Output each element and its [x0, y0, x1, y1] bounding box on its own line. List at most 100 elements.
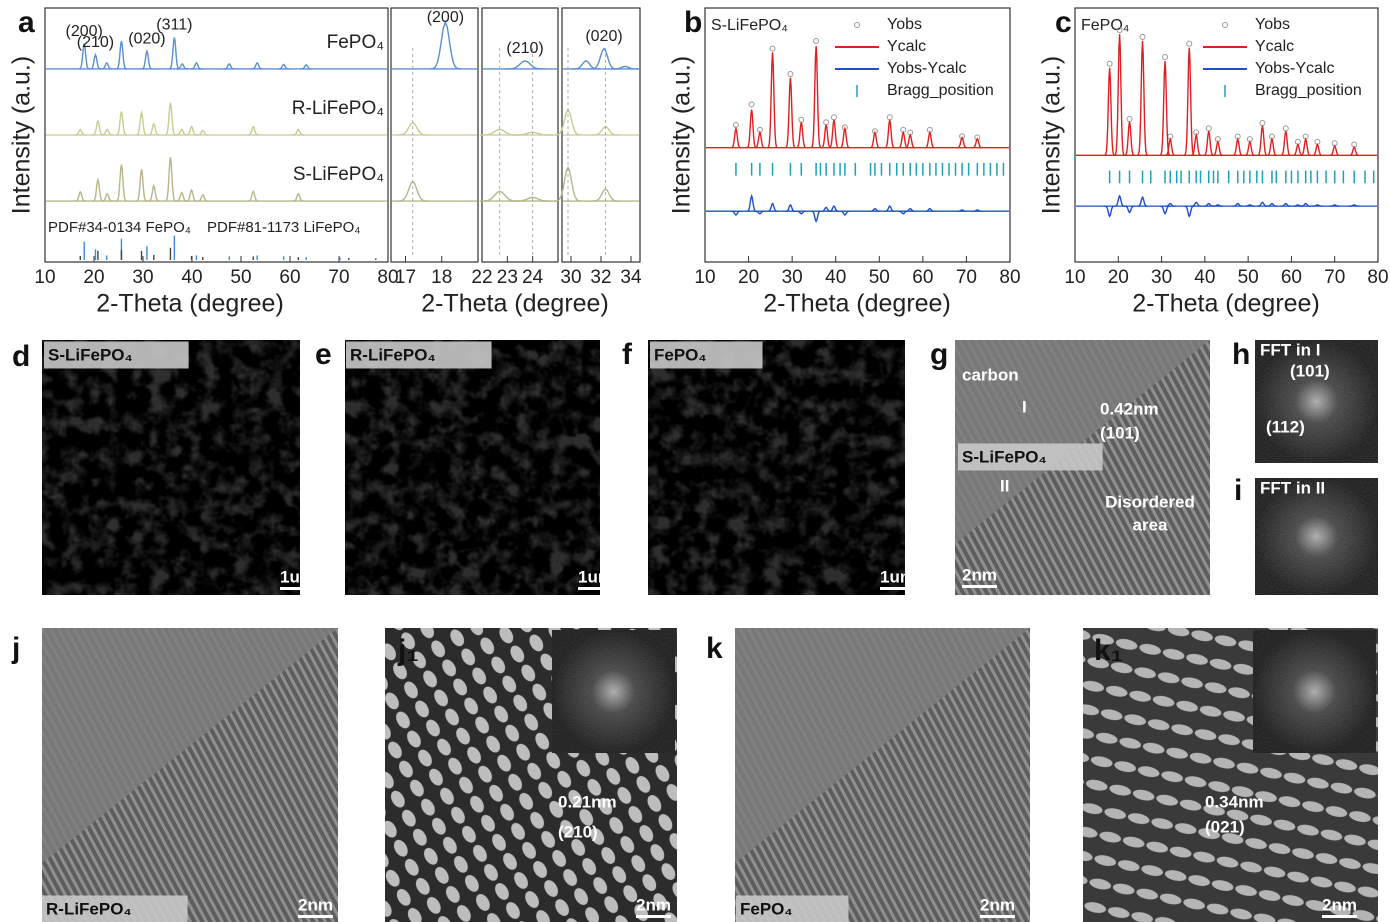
peak — [1244, 140, 1256, 157]
panel-letter: h — [1232, 338, 1250, 371]
peak — [92, 119, 104, 136]
x-tick-label: 70 — [956, 267, 977, 288]
x-tick-label: 40 — [181, 267, 202, 288]
fft-inset-noise — [1253, 630, 1376, 753]
micrograph-panel — [1255, 340, 1378, 463]
peak — [754, 210, 766, 215]
panel-letter: k₁ — [1094, 634, 1123, 667]
label-background — [650, 341, 763, 369]
x-tick-label: 60 — [912, 267, 933, 288]
peak-label: (200) — [66, 23, 103, 40]
peak — [1232, 137, 1243, 157]
obs-marker — [798, 116, 805, 123]
plot-frame — [390, 7, 479, 263]
peak-label: (210) — [506, 40, 543, 57]
peak — [796, 210, 807, 215]
peak — [1312, 143, 1323, 157]
peak — [135, 169, 148, 202]
legend-label: Ycalc — [1255, 38, 1294, 55]
x-tick-label: 20 — [1108, 267, 1129, 288]
legend-label: Yobs-Ycalc — [1255, 60, 1334, 77]
peak — [1212, 140, 1224, 157]
x-tick-label: 40 — [825, 267, 846, 288]
legend-label: Bragg_position — [887, 82, 994, 99]
peak — [553, 165, 583, 202]
plot-frame — [44, 7, 389, 263]
micrograph-panel — [42, 628, 338, 922]
peak — [292, 128, 304, 136]
x-tick-label: 50 — [1238, 267, 1259, 288]
peak — [278, 63, 290, 70]
peak — [1312, 204, 1323, 207]
image-label: (101) — [1100, 423, 1140, 442]
x-tick-label: 32 — [590, 267, 611, 288]
x-tick-label: 50 — [230, 267, 251, 288]
peak — [1232, 202, 1243, 207]
legend-label: Yobs — [887, 16, 922, 33]
x-tick-label: 60 — [279, 267, 300, 288]
micrograph-panel — [648, 340, 905, 595]
peak — [101, 128, 113, 136]
peak — [300, 64, 312, 70]
obs-marker — [1139, 33, 1146, 40]
peak — [796, 122, 807, 149]
legend-label: Yobs — [1255, 16, 1290, 33]
peak — [785, 203, 796, 212]
peak — [869, 207, 881, 212]
peak — [1164, 137, 1176, 157]
peak — [1300, 137, 1311, 157]
peak — [164, 102, 177, 136]
micrograph-panel — [345, 340, 600, 595]
peak — [78, 43, 90, 70]
peak — [898, 130, 909, 149]
panel-letter: d — [12, 340, 30, 373]
panel-letter: a — [18, 6, 35, 39]
obs-marker — [748, 101, 755, 108]
image-label: (101) — [1290, 361, 1330, 380]
x-tick-label: 80 — [377, 267, 398, 288]
peak — [924, 207, 936, 212]
peak — [247, 189, 259, 202]
peak — [730, 210, 742, 216]
label-background — [958, 443, 1103, 471]
sample-label: S-LiFePO₄ — [711, 17, 788, 34]
obs-marker — [1259, 120, 1266, 127]
peak — [74, 190, 86, 202]
panel-letter: k — [706, 632, 723, 665]
image-label: (021) — [1205, 817, 1245, 836]
peak — [176, 128, 188, 136]
sem-texture — [42, 340, 300, 595]
peak — [92, 177, 104, 202]
x-tick-label: 30 — [782, 267, 803, 288]
peak — [141, 48, 153, 70]
image-label: 1um — [280, 567, 315, 586]
fft-noise — [1255, 340, 1378, 463]
x-tick-label: 24 — [522, 267, 544, 288]
peak — [1300, 202, 1311, 207]
peak — [956, 136, 968, 149]
peak — [1114, 194, 1125, 207]
peak — [1244, 204, 1256, 207]
plot-frame — [704, 7, 1011, 263]
peak — [1104, 205, 1115, 218]
peak — [176, 191, 188, 202]
micrograph-panel — [1083, 628, 1378, 922]
x-tick-label: 40 — [1194, 267, 1215, 288]
peak — [1348, 204, 1360, 207]
image-label: II — [1000, 476, 1009, 495]
peak — [1184, 205, 1195, 218]
peak — [251, 61, 263, 70]
obs-marker — [1162, 54, 1169, 61]
sem-texture — [345, 340, 600, 595]
image-label: (210) — [558, 822, 598, 841]
peak — [1114, 34, 1126, 156]
obs-marker — [830, 114, 837, 121]
peak — [869, 130, 881, 149]
pattern-name: S-LiFePO₄ — [293, 164, 384, 185]
obs-marker — [1106, 60, 1113, 67]
peak — [884, 119, 895, 149]
peak-label: (210) — [77, 34, 114, 51]
x-tick-label: 50 — [869, 267, 890, 288]
micrograph-panel — [955, 340, 1210, 595]
x-tick-label: 80 — [1367, 267, 1388, 288]
